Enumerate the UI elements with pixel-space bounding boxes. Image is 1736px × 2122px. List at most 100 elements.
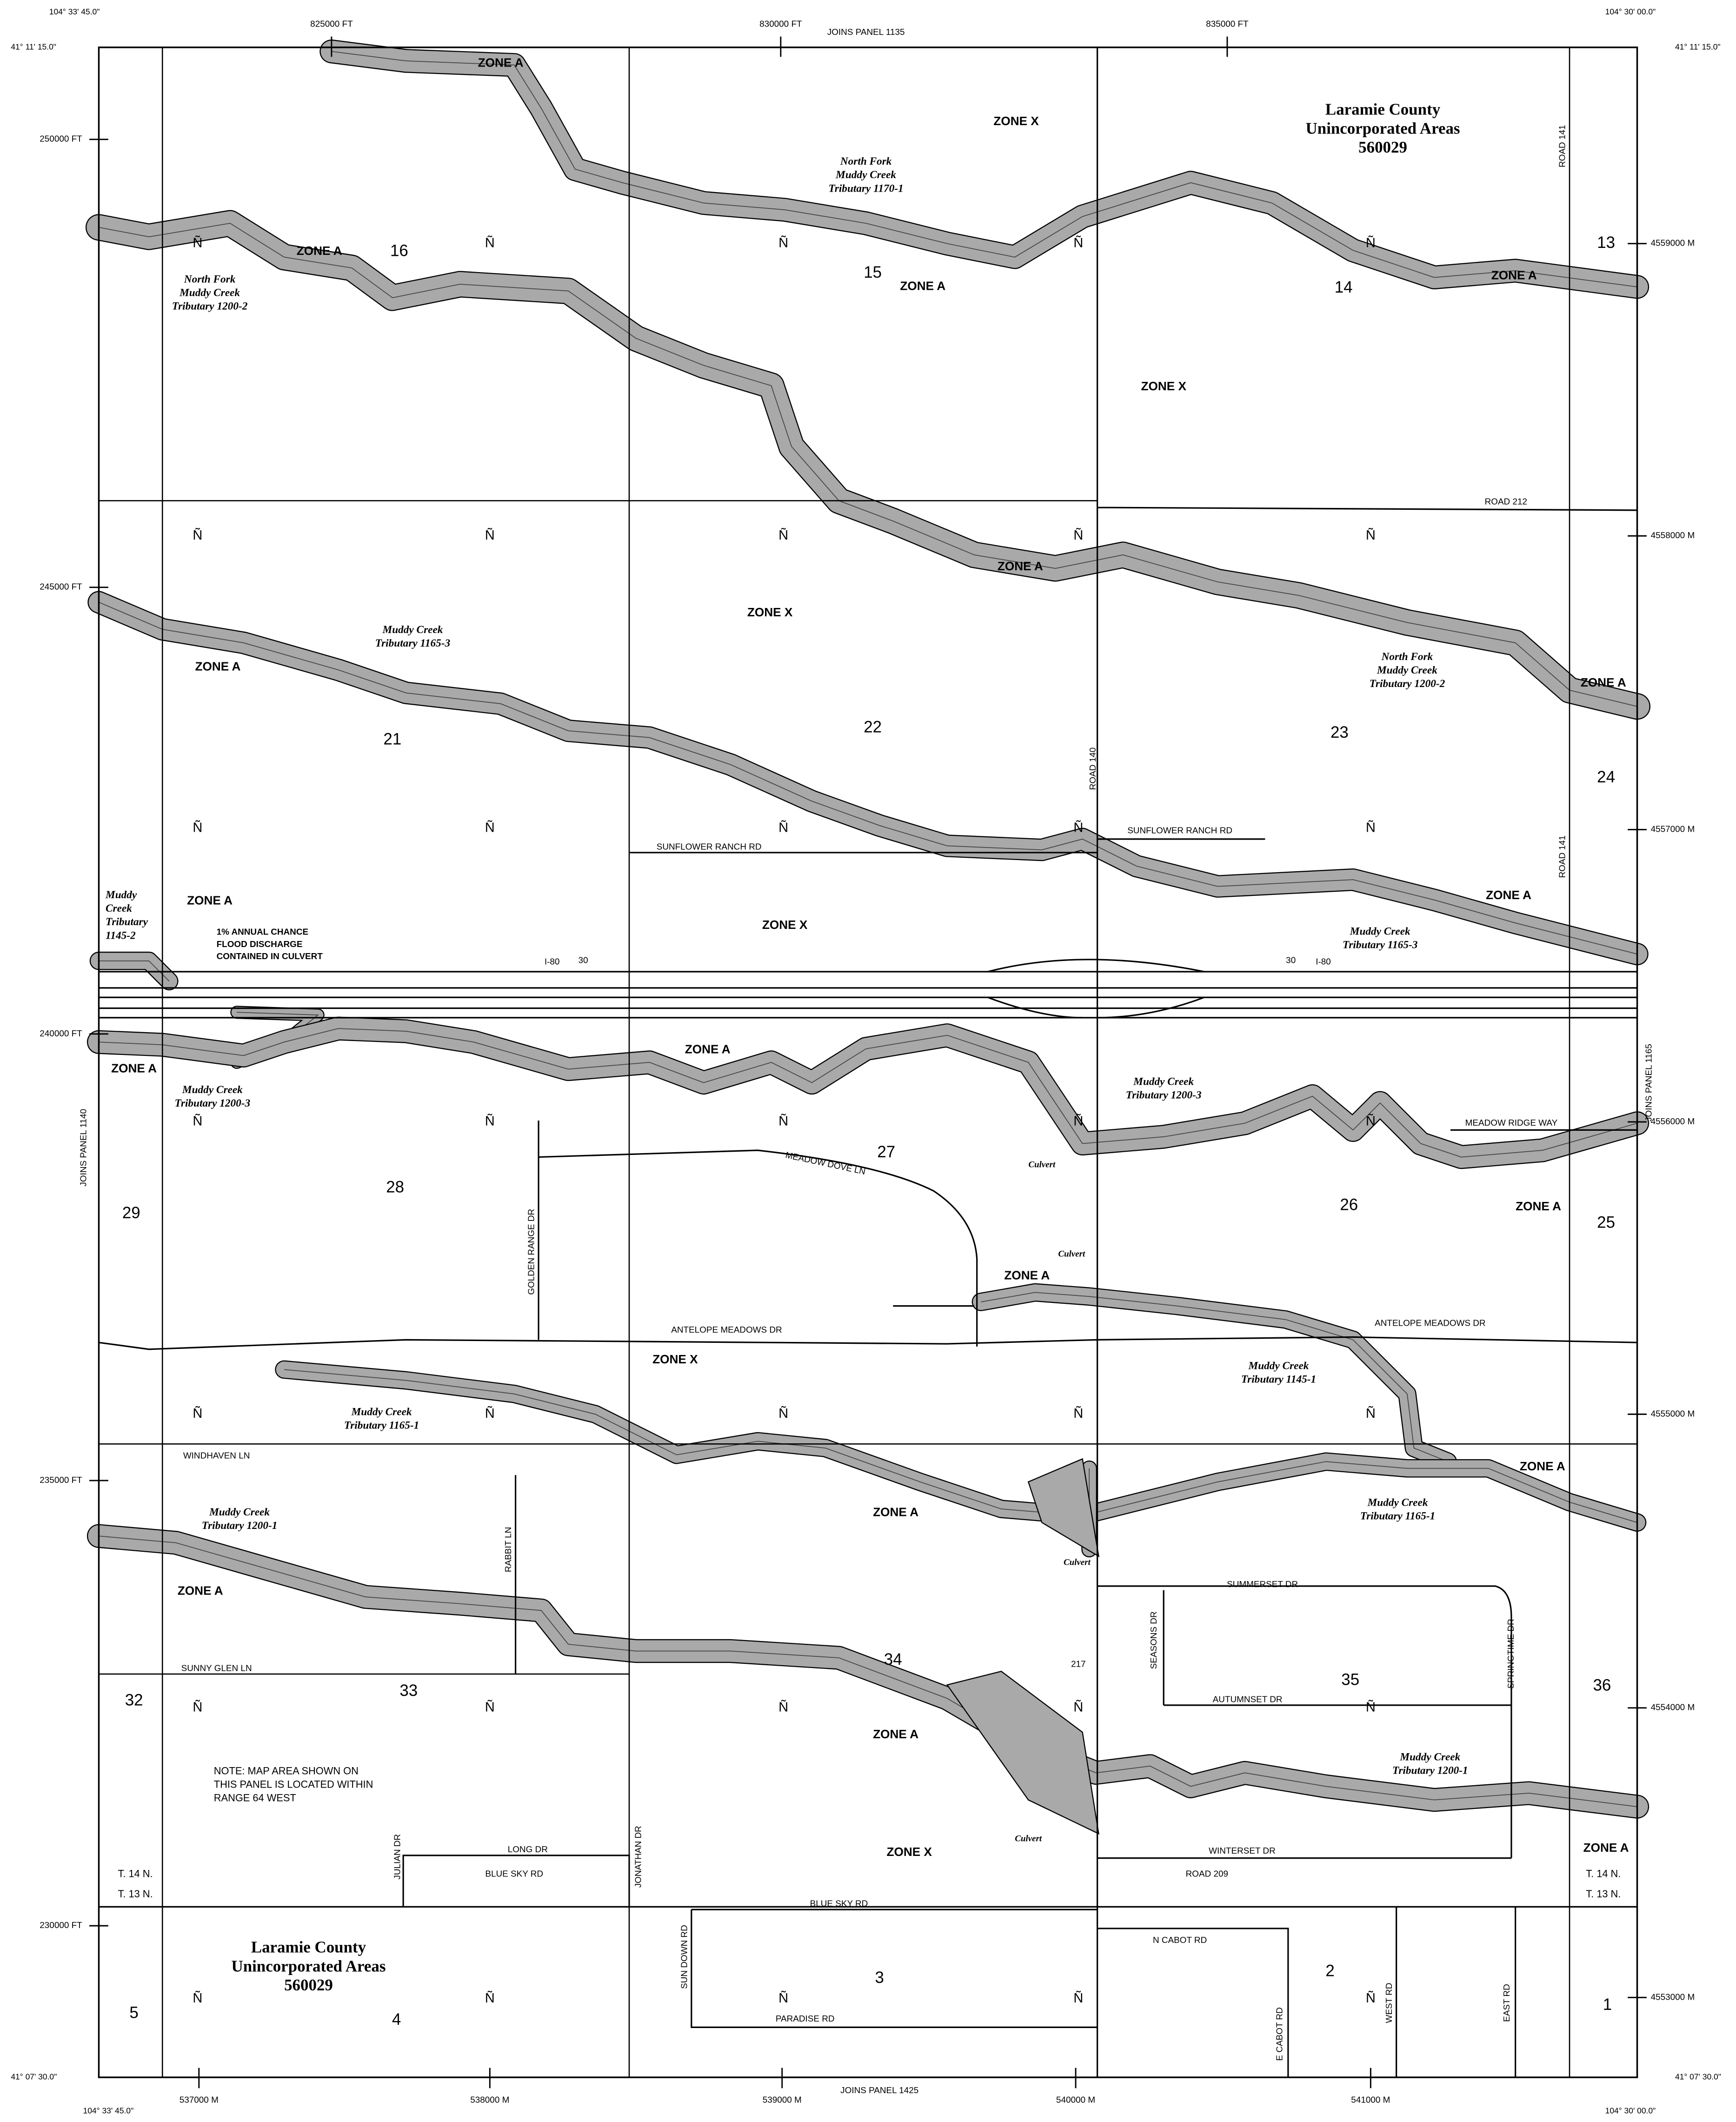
section-corner-mark: Ñ bbox=[193, 527, 202, 543]
section-number: 33 bbox=[399, 1682, 418, 1700]
label-line: FLOOD DISCHARGE bbox=[217, 940, 303, 949]
section-corner-mark: Ñ bbox=[193, 1113, 202, 1129]
flood-zone-label: ZONE X bbox=[747, 605, 793, 619]
section-corner-mark: Ñ bbox=[1366, 1699, 1376, 1715]
section-number: 14 bbox=[1335, 278, 1353, 296]
section-corner-mark: Ñ bbox=[1366, 1113, 1376, 1129]
section-corner-mark: Ñ bbox=[1073, 1113, 1083, 1129]
label-line: Tributary 1200-3 bbox=[1126, 1089, 1202, 1101]
label-line: Tributary 1145-1 bbox=[1241, 1374, 1316, 1386]
road bbox=[99, 1121, 1637, 2077]
road-name: SUN DOWN RD bbox=[679, 1925, 689, 1989]
easting-label: 825000 FT bbox=[310, 19, 353, 29]
flood-zone-label: ZONE A bbox=[685, 1042, 731, 1056]
label-line: RANGE 64 WEST bbox=[214, 1792, 296, 1803]
road-name: 217 bbox=[1071, 1660, 1086, 1669]
northing-label: 4557000 M bbox=[1651, 824, 1695, 834]
road-name: PARADISE RD bbox=[776, 2014, 835, 2024]
stream-name: North Fork Muddy Creek Tributary 1200-2 bbox=[1370, 651, 1445, 690]
section-corner-mark: Ñ bbox=[485, 1990, 495, 2006]
coordinate-ticks bbox=[89, 36, 1647, 2089]
section-corner-mark: Ñ bbox=[193, 1405, 202, 1421]
road-name: BLUE SKY RD bbox=[485, 1869, 543, 1879]
road-name: JONATHAN DR bbox=[633, 1826, 643, 1888]
section-number: 3 bbox=[875, 1969, 884, 1987]
label-line: Muddy Creek bbox=[179, 287, 240, 299]
section-corner-mark: Ñ bbox=[193, 1990, 202, 2006]
label-line: Tributary 1170-1 bbox=[828, 183, 903, 195]
label-line: Laramie County bbox=[1325, 100, 1441, 119]
label-line: Muddy Creek bbox=[1377, 664, 1437, 676]
stream-line bbox=[99, 1028, 1637, 1158]
note: 1% ANNUAL CHANCE FLOOD DISCHARGE CONTAINED… bbox=[217, 928, 323, 961]
interchange bbox=[987, 959, 1205, 1019]
road-name: ROAD 140 bbox=[1088, 747, 1098, 790]
road-name: ROAD 141 bbox=[1557, 835, 1567, 878]
road-name: MEADOW RIDGE WAY bbox=[1465, 1118, 1558, 1128]
section-number: 2 bbox=[1325, 1962, 1334, 1980]
flood-zone-label: ZONE A bbox=[900, 279, 945, 293]
label-line: Muddy Creek bbox=[1133, 1076, 1194, 1088]
label-line: Tributary 1165-1 bbox=[1360, 1510, 1435, 1522]
section-number: 1 bbox=[1603, 1995, 1612, 2014]
stream-name: Muddy Creek Tributary 1145-1 bbox=[1241, 1360, 1316, 1386]
township-label: T. 13 N. bbox=[1586, 1888, 1621, 1900]
adjoining-panel: JOINS PANEL 1140 bbox=[79, 1109, 88, 1187]
flood-zone-label: ZONE X bbox=[762, 918, 808, 932]
northing-label: 230000 FT bbox=[40, 1921, 82, 1930]
flood-zone-label: ZONE A bbox=[297, 244, 342, 258]
culvert-label: Culvert bbox=[1015, 1834, 1042, 1843]
section-number: 35 bbox=[1341, 1671, 1359, 1689]
label-line: North Fork bbox=[840, 155, 892, 167]
northing-label: 4559000 M bbox=[1651, 239, 1695, 248]
adjoining-panel: JOINS PANEL 1425 bbox=[840, 2086, 918, 2095]
section-corner-mark: Ñ bbox=[1073, 234, 1083, 250]
section-number: 34 bbox=[884, 1650, 902, 1668]
section-corner-mark: Ñ bbox=[193, 234, 202, 250]
road-name: WINDHAVEN LN bbox=[183, 1451, 250, 1461]
stream-line bbox=[99, 601, 1637, 954]
stream-name: North Fork Muddy Creek Tributary 1200-2 bbox=[172, 274, 248, 313]
northing-label: 4555000 M bbox=[1651, 1409, 1695, 1419]
road-name: AUTUMNSET DR bbox=[1213, 1695, 1283, 1704]
section-corner-mark: Ñ bbox=[485, 527, 495, 543]
label-line: Muddy Creek bbox=[182, 1084, 243, 1096]
section-corner-mark: Ñ bbox=[1366, 527, 1376, 543]
stream-line bbox=[284, 1369, 1637, 1523]
flood-zone-label: ZONE A bbox=[1004, 1268, 1050, 1282]
flood-zone-label: ZONE A bbox=[1491, 268, 1537, 282]
flood-zone bbox=[946, 1670, 1100, 1835]
section-number: 28 bbox=[386, 1178, 404, 1196]
road-name: GOLDEN RANGE DR bbox=[527, 1209, 537, 1295]
road-name: ANTELOPE MEADOWS DR bbox=[1375, 1318, 1485, 1328]
label-line: Unincorporated Areas bbox=[1306, 119, 1460, 137]
section-corner-mark: Ñ bbox=[778, 1990, 788, 2006]
section-corner-mark: Ñ bbox=[1366, 819, 1376, 835]
road-name: LONG DR bbox=[508, 1845, 548, 1855]
corner-coordinate: 104° 33' 45.0" bbox=[49, 7, 100, 16]
label-line: Creek bbox=[106, 902, 132, 914]
northing-label: 4554000 M bbox=[1651, 1703, 1695, 1713]
label-line: Unincorporated Areas bbox=[231, 1957, 386, 1975]
section-corner-mark: Ñ bbox=[485, 1699, 495, 1715]
flood-zone-label: ZONE X bbox=[652, 1352, 698, 1366]
road-name: E CABOT RD bbox=[1275, 2007, 1284, 2061]
northing-label: 245000 FT bbox=[40, 582, 82, 592]
road-name: 30 bbox=[1286, 956, 1296, 966]
road-name: EAST RD bbox=[1502, 1984, 1512, 2022]
section-corner-mark: Ñ bbox=[193, 819, 202, 835]
section-number: 36 bbox=[1593, 1676, 1611, 1694]
flood-zone-label: ZONE A bbox=[1583, 1841, 1629, 1855]
label-line: Tributary 1200-1 bbox=[202, 1520, 278, 1532]
northing-label: 4553000 M bbox=[1651, 1992, 1695, 2002]
stream-name: Muddy Creek Tributary 1200-1 bbox=[1392, 1751, 1468, 1777]
section-corner-mark: Ñ bbox=[778, 819, 788, 835]
label-line: Tributary 1200-2 bbox=[1370, 678, 1445, 690]
easting-label: 830000 FT bbox=[759, 19, 802, 29]
stream-line bbox=[99, 223, 1637, 707]
northing-label: 4558000 M bbox=[1651, 531, 1695, 541]
stream-name: Muddy Creek Tributary 1165-3 bbox=[1343, 926, 1418, 951]
section-number: 26 bbox=[1340, 1196, 1358, 1214]
section-number: 21 bbox=[383, 730, 401, 748]
section-corner-mark: Ñ bbox=[1366, 1405, 1376, 1421]
